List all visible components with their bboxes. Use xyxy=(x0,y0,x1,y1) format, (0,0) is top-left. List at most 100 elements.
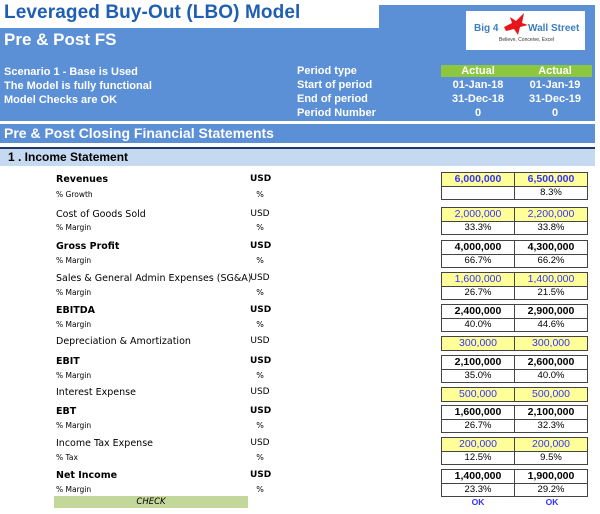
interest-y1[interactable]: 500,000 xyxy=(459,388,497,400)
cogs-margin-label: % Margin xyxy=(56,223,92,232)
logo-tagline: Believe, Conceive, Excel xyxy=(499,37,555,43)
gross-profit-y2[interactable]: 4,300,000 xyxy=(514,241,587,254)
period-type-1: Actual xyxy=(461,65,495,77)
period-type-highlight xyxy=(441,65,592,77)
ebitda-margin-label: % Margin xyxy=(56,320,92,329)
tax-y1[interactable]: 200,000 xyxy=(459,438,497,450)
ebt-y1[interactable]: 1,600,000 xyxy=(454,406,502,418)
cogs-y1[interactable]: 2,000,000 xyxy=(454,208,502,220)
start-period-label: Start of period xyxy=(297,79,373,91)
revenues-y1[interactable]: 6,000,000 xyxy=(454,173,502,185)
da-unit: USD xyxy=(250,336,270,346)
cogs-label: Cost of Goods Sold xyxy=(56,209,146,220)
net-margin-unit: % xyxy=(256,485,264,494)
sga-margin-y2[interactable]: 21.5% xyxy=(514,287,587,299)
tax-label: Income Tax Expense xyxy=(56,438,153,449)
end-period-1: 31-Dec-18 xyxy=(452,93,504,105)
period-type-2: Actual xyxy=(538,65,572,77)
ebit-margin-y2[interactable]: 40.0% xyxy=(514,370,587,382)
gross-profit-values: 4,000,000 4,300,000 66.7% 66.2% xyxy=(441,240,588,268)
ebitda-margin-unit: % xyxy=(256,320,264,329)
sga-y2[interactable]: 1,400,000 xyxy=(514,273,587,286)
end-period-label: End of period xyxy=(297,93,368,105)
gross-margin-label: % Margin xyxy=(56,256,92,265)
check-ok-y2: OK xyxy=(545,497,559,507)
tax-y2[interactable]: 200,000 xyxy=(514,438,587,451)
subsection-title: 1 . Income Statement xyxy=(8,150,129,164)
interest-unit: USD xyxy=(250,387,270,397)
gross-profit-label: Gross Profit xyxy=(56,241,120,252)
cogs-margin-y2[interactable]: 33.8% xyxy=(514,222,587,234)
cogs-unit: USD xyxy=(250,209,270,219)
eagle-icon xyxy=(504,13,528,35)
revenue-growth-y1[interactable] xyxy=(442,187,514,199)
ebt-margin-unit: % xyxy=(256,421,264,430)
sga-unit: USD xyxy=(250,273,270,283)
net-margin-y1[interactable]: 23.3% xyxy=(464,484,492,495)
gross-profit-unit: USD xyxy=(250,241,272,251)
period-number-1: 0 xyxy=(474,107,482,119)
interest-y2[interactable]: 500,000 xyxy=(514,388,587,401)
net-income-values: 1,400,000 1,900,000 23.3% 29.2% xyxy=(441,469,588,497)
da-values: 300,000 300,000 xyxy=(441,336,588,351)
logo-text-right: Wall Street xyxy=(528,23,580,34)
sga-label: Sales & General Admin Expenses (SG&A) xyxy=(56,273,252,284)
sga-margin-y1[interactable]: 26.7% xyxy=(464,287,492,298)
ebitda-margin-y2[interactable]: 44.6% xyxy=(514,319,587,331)
period-type-label: Period type xyxy=(297,65,357,77)
da-label: Depreciation & Amortization xyxy=(56,336,191,347)
check-ok-y1: OK xyxy=(471,497,485,507)
net-margin-y2[interactable]: 29.2% xyxy=(514,484,587,496)
revenue-growth-y2[interactable]: 8.3% xyxy=(514,187,587,199)
cogs-margin-y1[interactable]: 33.3% xyxy=(464,222,492,233)
interest-label: Interest Expense xyxy=(56,387,136,398)
ebt-label: EBT xyxy=(56,406,77,417)
ebitda-y1[interactable]: 2,400,000 xyxy=(454,305,502,317)
logo-text-left: Big 4 xyxy=(474,23,499,34)
check-label: CHECK xyxy=(54,496,248,508)
cogs-values: 2,000,000 2,200,000 33.3% 33.8% xyxy=(441,207,588,235)
cogs-y2[interactable]: 2,200,000 xyxy=(514,208,587,221)
section-bar xyxy=(0,124,595,143)
ebt-y2[interactable]: 2,100,000 xyxy=(514,406,587,419)
model-checks-status: Model Checks are OK xyxy=(4,94,118,106)
ebitda-y2[interactable]: 2,900,000 xyxy=(514,305,587,318)
ebit-y2[interactable]: 2,600,000 xyxy=(514,356,587,369)
tax-rate-unit: % xyxy=(256,453,264,462)
revenues-y2[interactable]: 6,500,000 xyxy=(514,173,587,186)
cogs-margin-unit: % xyxy=(256,223,264,232)
sga-values: 1,600,000 1,400,000 26.7% 21.5% xyxy=(441,272,588,300)
start-period-1: 01-Jan-18 xyxy=(452,79,504,91)
ebit-values: 2,100,000 2,600,000 35.0% 40.0% xyxy=(441,355,588,383)
ebt-margin-label: % Margin xyxy=(56,421,92,430)
ebit-margin-y1[interactable]: 35.0% xyxy=(464,370,492,381)
period-number-2: 0 xyxy=(551,107,559,119)
sga-margin-label: % Margin xyxy=(56,288,92,297)
ebt-unit: USD xyxy=(250,406,272,416)
gross-margin-y1[interactable]: 66.7% xyxy=(464,255,492,266)
ebit-unit: USD xyxy=(250,356,272,366)
da-y2[interactable]: 300,000 xyxy=(514,337,587,350)
ebitda-margin-y1[interactable]: 40.0% xyxy=(464,319,492,330)
model-title: Leveraged Buy-Out (LBO) Model xyxy=(4,2,301,23)
section-title: Pre & Post Closing Financial Statements xyxy=(4,125,274,141)
net-income-label: Net Income xyxy=(56,470,118,481)
company-logo: Big 4 Wall Street Believe, Conceive, Exc… xyxy=(466,11,585,50)
da-y1[interactable]: 300,000 xyxy=(459,337,497,349)
revenues-unit: USD xyxy=(250,174,272,184)
ebit-y1[interactable]: 2,100,000 xyxy=(454,356,502,368)
net-income-y2[interactable]: 1,900,000 xyxy=(514,470,587,483)
interest-values: 500,000 500,000 xyxy=(441,387,588,402)
tax-rate-y1[interactable]: 12.5% xyxy=(464,452,492,463)
net-income-y1[interactable]: 1,400,000 xyxy=(454,470,502,482)
ebt-margin-y2[interactable]: 32.3% xyxy=(514,420,587,432)
ebit-margin-label: % Margin xyxy=(56,371,92,380)
gross-profit-y1[interactable]: 4,000,000 xyxy=(454,241,502,253)
gross-margin-y2[interactable]: 66.2% xyxy=(514,255,587,267)
sga-y1[interactable]: 1,600,000 xyxy=(454,273,502,285)
ebt-margin-y1[interactable]: 26.7% xyxy=(464,420,492,431)
ebit-label: EBIT xyxy=(56,356,80,367)
revenue-growth-label: % Growth xyxy=(56,190,93,199)
tax-rate-y2[interactable]: 9.5% xyxy=(514,452,587,464)
revenues-label: Revenues xyxy=(56,174,109,185)
